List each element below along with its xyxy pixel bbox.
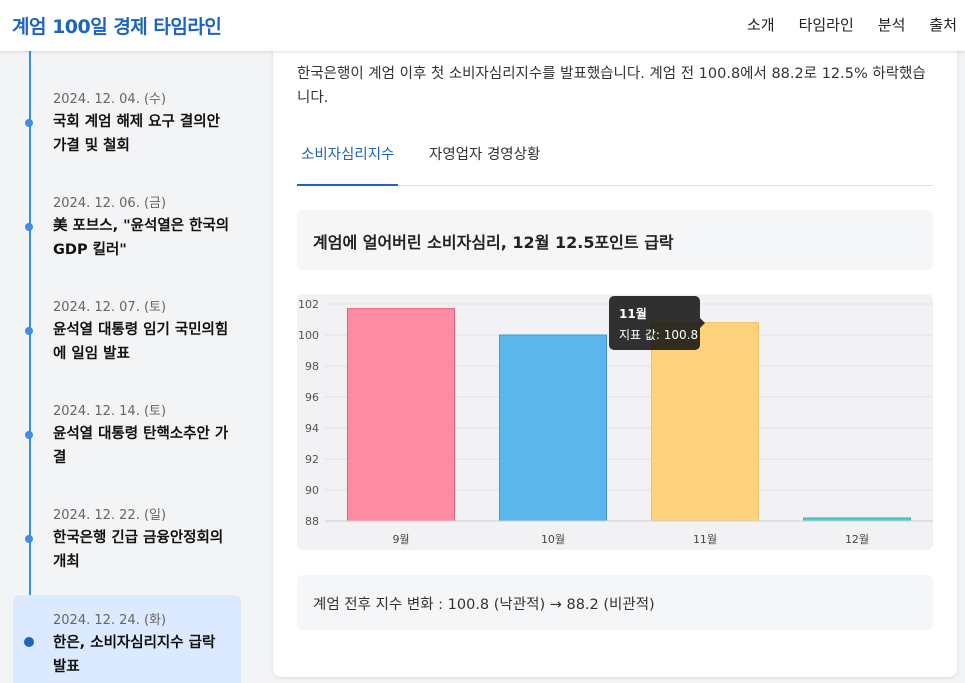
timeline-date: 2024. 12. 04. (수)	[53, 92, 167, 107]
timeline-dot	[25, 223, 33, 231]
y-tick-label: 88	[305, 515, 319, 528]
y-tick-label: 98	[305, 360, 319, 373]
bar-1	[347, 308, 455, 522]
tooltip-title: 11월	[619, 307, 647, 321]
y-tick-label: 90	[305, 484, 319, 497]
timeline-item[interactable]: 2024. 12. 14. (토) 윤석열 대통령 탄핵소추안 가결	[13, 394, 241, 474]
nav-link-intro[interactable]: 소개	[746, 16, 775, 34]
bar-3	[651, 322, 759, 522]
x-tick-label: 10월	[541, 533, 565, 546]
chart-tooltip: 11월 지표 값: 100.8	[609, 296, 705, 350]
x-tick-label: 12월	[845, 533, 869, 546]
nav-link-timeline[interactable]: 타임라인	[798, 16, 854, 34]
x-tick-label: 11월	[693, 533, 717, 546]
timeline-item[interactable]: 2024. 12. 04. (수) 국회 계엄 해제 요구 결의안 가결 및 철…	[13, 82, 241, 162]
timeline-item-active[interactable]: 2024. 12. 24. (화) 한은, 소비자심리지수 급락 발표	[13, 595, 241, 683]
tooltip-body: 지표 값: 100.8	[619, 328, 699, 342]
timeline-sidebar: 2024. 12. 04. (수) 국회 계엄 해제 요구 결의안 가결 및 철…	[0, 51, 258, 683]
y-tick-label: 92	[305, 453, 319, 466]
bar-2	[499, 334, 607, 522]
tab-consumer-sentiment[interactable]: 소비자심리지수	[297, 138, 399, 186]
bar-chart: 88 90 92 94 96 98 100 102 9월 10월 11월 12월	[297, 294, 933, 550]
timeline-title: 한은, 소비자심리지수 급락 발표	[53, 635, 216, 675]
timeline-dot	[25, 431, 33, 439]
timeline-date: 2024. 12. 24. (화)	[53, 613, 167, 628]
timeline-title: 윤석열 대통령 탄핵소추안 가결	[53, 426, 229, 466]
timeline-dot	[25, 535, 33, 543]
timeline-date: 2024. 12. 22. (일)	[53, 508, 167, 523]
timeline-dot	[25, 119, 33, 127]
timeline-line	[29, 51, 31, 683]
timeline-item[interactable]: 2024. 12. 06. (금) 美 포브스, "윤석열은 한국의 GDP 킬…	[13, 186, 241, 266]
tab-bar: 소비자심리지수 자영업자 경영상황	[297, 138, 933, 186]
site-brand[interactable]: 계엄 100일 경제 타임라인	[12, 16, 222, 38]
y-tick-label: 94	[305, 422, 319, 435]
timeline-dot	[24, 637, 34, 647]
nav-links: 소개 타임라인 분석 출처	[747, 14, 957, 35]
y-tick-label: 96	[305, 391, 319, 404]
timeline-title: 윤석열 대통령 임기 국민의힘에 일임 발표	[53, 322, 229, 362]
timeline-dot	[25, 327, 33, 335]
event-description: 한국은행이 계엄 이후 첫 소비자심리지수를 발표했습니다. 계엄 전 100.…	[297, 66, 926, 106]
x-tick-label: 9월	[392, 533, 409, 546]
summary-box: 계엄 전후 지수 변화 : 100.8 (낙관적) → 88.2 (비관적)	[297, 575, 933, 630]
nav-link-sources[interactable]: 출처	[929, 16, 957, 34]
timeline-date: 2024. 12. 14. (토)	[53, 404, 167, 419]
nav-link-analysis[interactable]: 분석	[877, 16, 906, 34]
timeline-date: 2024. 12. 06. (금)	[53, 196, 167, 211]
timeline-date: 2024. 12. 07. (토)	[53, 300, 167, 315]
timeline-item[interactable]: 2024. 12. 22. (일) 한국은행 긴급 금융안정회의 개최	[13, 498, 241, 578]
top-navbar: 계엄 100일 경제 타임라인 소개 타임라인 분석 출처	[0, 0, 965, 51]
timeline-title: 한국은행 긴급 금융안정회의 개최	[53, 530, 224, 570]
chart-title: 계엄에 얼어버린 소비자심리, 12월 12.5포인트 급락	[313, 233, 674, 252]
summary-text: 계엄 전후 지수 변화 : 100.8 (낙관적) → 88.2 (비관적)	[313, 597, 655, 613]
chart-title-box: 계엄에 얼어버린 소비자심리, 12월 12.5포인트 급락	[297, 210, 933, 270]
detail-card: 한국은행이 계엄 이후 첫 소비자심리지수를 발표했습니다. 계엄 전 100.…	[273, 40, 957, 677]
tab-self-employed[interactable]: 자영업자 경영상황	[429, 147, 541, 163]
bar-chart-svg: 88 90 92 94 96 98 100 102 9월 10월 11월 12월	[298, 298, 933, 546]
y-tick-label: 100	[298, 329, 319, 342]
y-tick-label: 102	[298, 298, 319, 311]
timeline-item[interactable]: 2024. 12. 07. (토) 윤석열 대통령 임기 국민의힘에 일임 발표	[13, 290, 241, 370]
timeline-title: 美 포브스, "윤석열은 한국의 GDP 킬러"	[53, 218, 230, 258]
timeline-title: 국회 계엄 해제 요구 결의안 가결 및 철회	[53, 114, 220, 154]
